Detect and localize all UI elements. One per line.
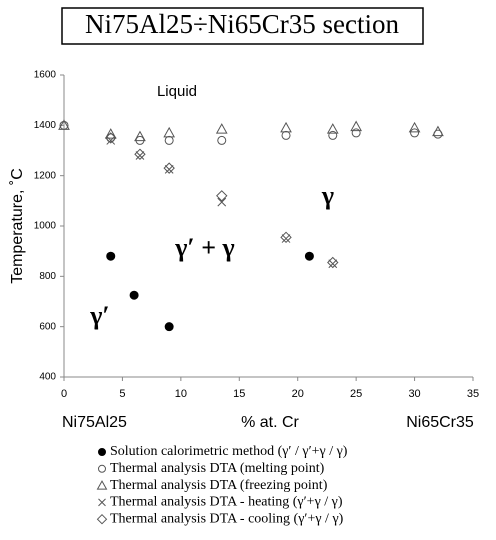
x-tick-label: 30 <box>408 388 420 400</box>
point <box>304 251 314 261</box>
point <box>164 165 174 174</box>
point <box>280 231 292 244</box>
point <box>410 128 420 138</box>
point <box>217 135 227 145</box>
point <box>408 121 421 133</box>
x-tick-label: 5 <box>119 388 125 400</box>
point <box>215 123 228 134</box>
point <box>164 322 174 332</box>
x-tick-label: 10 <box>175 388 187 400</box>
point <box>58 119 70 130</box>
point <box>432 125 444 137</box>
point <box>281 130 291 140</box>
x-axis-label: % at. Cr <box>241 414 299 431</box>
point <box>134 148 146 160</box>
y-tick-label: 600 <box>39 321 56 332</box>
annotation: γ′ + γ <box>174 233 234 262</box>
point <box>281 234 291 243</box>
point <box>104 128 117 139</box>
chart-title: Ni75Al25÷Ni65Cr35 section <box>85 9 400 39</box>
point <box>327 256 339 269</box>
point <box>328 130 338 140</box>
y-tick-label: 1000 <box>34 221 57 232</box>
point <box>164 135 174 145</box>
point <box>280 121 292 133</box>
point <box>106 136 116 145</box>
legend-label: Solution calorimetric method (γ′ / γ′+γ … <box>110 444 348 459</box>
legend-label: Thermal analysis DTA (freezing point) <box>110 478 328 493</box>
title-box <box>61 7 424 45</box>
annotation: Liquid <box>157 83 197 100</box>
point <box>134 130 146 142</box>
annotation: Ni65Cr35 <box>406 414 474 431</box>
legend-symbol <box>96 480 108 490</box>
annotation: γ <box>321 181 334 210</box>
x-tick-label: 15 <box>233 388 245 400</box>
y-tick-label: 800 <box>39 271 56 282</box>
legend-symbol <box>96 513 108 525</box>
point <box>163 126 176 138</box>
point <box>105 132 117 144</box>
legend-label: Thermal analysis DTA - heating (γ′+γ / γ… <box>110 495 343 510</box>
legend-label: Thermal analysis DTA - cooling (γ′+γ / γ… <box>110 511 344 526</box>
y-tick-label: 400 <box>39 372 56 383</box>
legend-symbol <box>98 464 106 473</box>
x-tick-label: 20 <box>292 388 304 400</box>
x-tick-label: 25 <box>350 388 362 400</box>
y-tick-label: 1200 <box>34 170 57 181</box>
y-tick-label: 1600 <box>34 70 57 81</box>
point <box>216 190 228 202</box>
point <box>106 251 116 261</box>
legend-symbol <box>98 498 106 507</box>
point <box>135 151 145 160</box>
point <box>328 259 338 269</box>
x-tick-label: 35 <box>467 388 479 400</box>
point <box>129 290 139 300</box>
point <box>351 128 361 138</box>
annotation: γ′ <box>89 301 109 330</box>
point <box>326 123 339 134</box>
legend-symbol <box>98 448 106 456</box>
y-axis-label: Temperature, ˚C <box>9 168 26 284</box>
annotation: Ni75Al25 <box>62 414 127 431</box>
point <box>350 120 362 132</box>
point <box>163 162 175 174</box>
point <box>217 197 227 207</box>
legend-label: Thermal analysis DTA (melting point) <box>110 461 325 476</box>
x-tick-label: 0 <box>61 388 67 400</box>
y-tick-label: 1400 <box>34 120 57 131</box>
